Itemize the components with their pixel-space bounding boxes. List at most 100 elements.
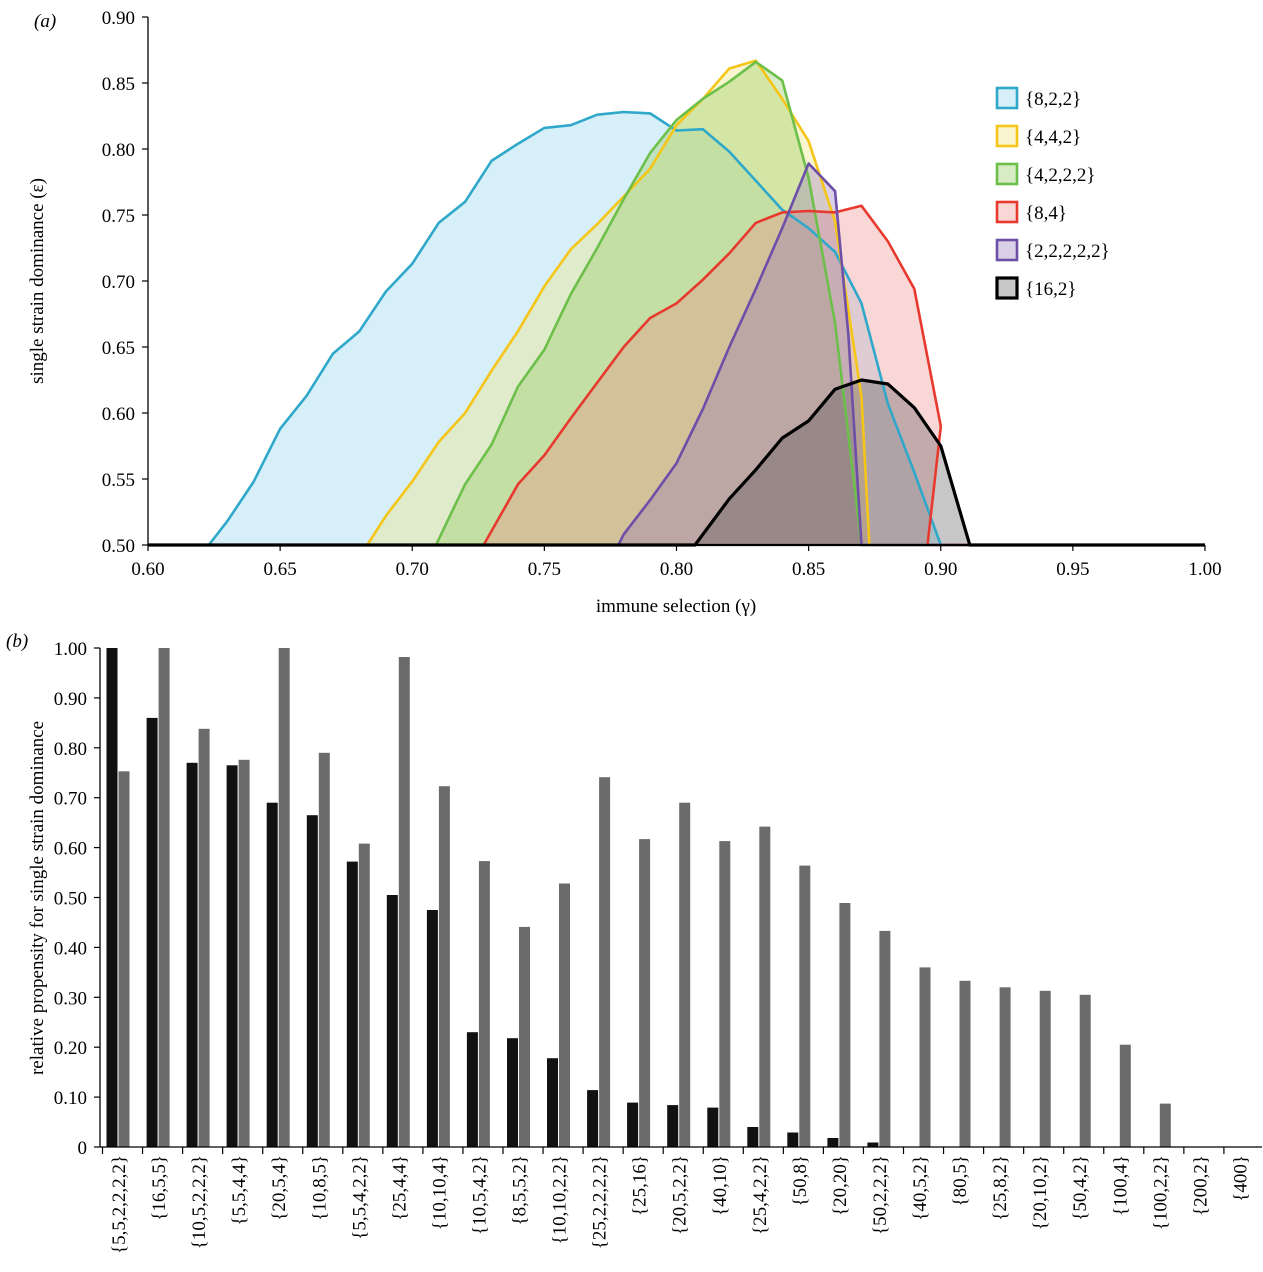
category-label-20-20: {20,20}: [830, 1155, 851, 1216]
legend-entry-2-2-2-2-2: {2,2,2,2,2}: [995, 238, 1110, 262]
bar-grey-16-5-5: [158, 648, 170, 1147]
bar-grey-80-5: [959, 980, 971, 1147]
x-tick-label: 0.80: [660, 559, 693, 580]
bar-black-25-4-4: [386, 895, 398, 1147]
y-tick-label: 0.20: [54, 1038, 87, 1059]
bar-grey-5-5-4-2-2: [358, 843, 370, 1147]
category-label-50-4-2: {50,4,2}: [1070, 1155, 1091, 1221]
y-tick-label: 0.85: [102, 74, 135, 95]
category-label-5-5-2-2-2-2: {5,5,2,2,2,2}: [109, 1155, 130, 1254]
bar-grey-25-4-4: [398, 657, 410, 1147]
series-line-2-2-2-2-2: [148, 162, 1205, 547]
bar-grey-25-16: [639, 839, 651, 1147]
panel-a-x-axis-title: immune selection (γ): [596, 596, 756, 617]
panel-b-axes: 0 0.10 0.20 0.30 0.40 0.50 0.60 0.70 0.80 0.90 1.0…: [54, 639, 1262, 1254]
series-line-8-2-2: [148, 110, 1205, 547]
bar-grey-50-4-2: [1079, 994, 1091, 1147]
bar-grey-20-5-2-2: [679, 802, 691, 1147]
bar-grey-10-10-4: [438, 786, 450, 1147]
y-tick-label: 0: [78, 1138, 88, 1159]
bar-grey-25-4-2-2: [759, 826, 771, 1147]
category-label-5-5-4-2-2: {5,5,4,2,2}: [349, 1155, 370, 1240]
bar-black-10-10-2-2: [547, 1058, 558, 1147]
panel-a-label: (a): [34, 11, 56, 32]
legend-swatch: [995, 276, 1019, 300]
bar-grey-20-5-4: [278, 648, 290, 1147]
legend-label: {2,2,2,2,2}: [1025, 241, 1110, 262]
legend-entry-4-2-2-2: {4,2,2,2}: [995, 162, 1096, 186]
x-tick-label: 0.90: [924, 559, 957, 580]
y-tick-label: 0.65: [102, 338, 135, 359]
bar-black-10-10-4: [426, 910, 438, 1147]
bar-grey-10-5-2-2-2: [198, 728, 210, 1147]
legend-label: {16,2}: [1025, 279, 1077, 300]
category-label-8-5-5-2: {8,5,5,2}: [510, 1155, 531, 1226]
x-tick-label: 0.70: [396, 559, 429, 580]
bar-grey-20-10-2: [1039, 990, 1051, 1147]
x-tick-label: 0.75: [528, 559, 561, 580]
y-tick-label: 0.40: [54, 938, 87, 959]
category-label-100-2-2: {100,2,2}: [1150, 1155, 1171, 1230]
panel-b-label: (b): [6, 631, 28, 652]
y-tick-label: 0.50: [54, 889, 87, 910]
category-label-100-4: {100,4}: [1110, 1155, 1131, 1216]
y-tick-label: 0.60: [54, 839, 87, 860]
y-tick-label: 0.70: [102, 272, 135, 293]
legend-swatch: [995, 200, 1019, 224]
panel-a-areas: [148, 59, 1205, 547]
panel-a-y-axis-title: single strain dominance (ε): [27, 178, 48, 384]
bar-black-10-5-4-2: [466, 1032, 478, 1147]
legend-label: {4,2,2,2}: [1025, 165, 1096, 186]
legend-entry-16-2: {16,2}: [995, 276, 1077, 300]
bar-grey-100-2-2: [1159, 1103, 1171, 1147]
area-fill-8-4: [148, 205, 1205, 546]
category-label-16-5-5: {16,5,5}: [149, 1155, 170, 1221]
bar-grey-50-2-2-2: [879, 930, 891, 1147]
legend-entry-8-4: {8,4}: [995, 200, 1067, 224]
category-label-40-5-2: {40,5,2}: [910, 1155, 931, 1221]
y-tick-label: 0.10: [54, 1088, 87, 1109]
legend-swatch: [995, 238, 1019, 262]
category-label-10-8-5: {10,8,5}: [309, 1155, 330, 1221]
category-label-400: {400}: [1230, 1155, 1251, 1202]
bar-grey-10-10-2-2: [559, 883, 570, 1147]
y-tick-label: 0.75: [102, 206, 135, 227]
legend-entry-4-4-2: {4,4,2}: [995, 124, 1081, 148]
bar-grey-8-5-5-2: [519, 926, 530, 1147]
bar-grey-10-8-5: [318, 752, 330, 1147]
category-label-25-2-2-2-2: {25,2,2,2,2}: [590, 1155, 611, 1249]
category-label-10-5-4-2: {10,5,4,2}: [469, 1155, 490, 1235]
bar-grey-25-8-2: [999, 987, 1011, 1147]
panel-b-bar-chart: (b) 0 0.10 0.20 0.30 0.40 0.50 0.60 0.70 0.80 0.9…: [6, 631, 1262, 1254]
category-label-200-2: {200,2}: [1190, 1155, 1211, 1216]
category-label-20-5-4: {20,5,4}: [269, 1155, 290, 1221]
series-line-4-2-2-2: [148, 60, 1205, 547]
legend-swatch: [995, 162, 1019, 186]
legend-swatch: [995, 86, 1019, 110]
bar-black-50-8: [787, 1132, 799, 1147]
category-label-25-8-2: {25,8,2}: [990, 1155, 1011, 1221]
bar-black-5-5-2-2-2-2: [106, 648, 118, 1147]
bar-black-20-20: [827, 1138, 839, 1147]
bar-black-40-10: [707, 1107, 719, 1147]
y-tick-label: 1.00: [54, 639, 87, 660]
category-label-10-5-2-2-2: {10,5,2,2,2}: [189, 1155, 210, 1249]
series-line-16-2: [148, 378, 1205, 547]
category-label-10-10-4: {10,10,4}: [429, 1155, 450, 1230]
legend-entry-8-2-2: {8,2,2}: [995, 86, 1081, 110]
bar-black-20-5-4: [266, 802, 278, 1147]
bar-black-5-5-4-4: [226, 765, 238, 1147]
bar-black-50-2-2-2: [867, 1142, 879, 1147]
area-fill-16-2: [148, 380, 1205, 545]
y-tick-label: 0.80: [102, 140, 135, 161]
panel-a-area-chart: (a) 0.50 0.55 0.60 0.65 0.70 0.75 0.80 0.85 0.90…: [27, 8, 1222, 617]
area-fill-2-2-2-2-2: [148, 163, 1205, 545]
panel-a-axes: 0.50 0.55 0.60 0.65 0.70 0.75 0.80 0.85 0.90 0.60…: [102, 8, 1222, 580]
category-label-25-16: {25,16}: [630, 1155, 651, 1216]
y-tick-label: 0.30: [54, 988, 87, 1009]
series-line-8-4: [148, 204, 1205, 547]
x-tick-label: 0.95: [1056, 559, 1089, 580]
bar-grey-20-20: [839, 903, 851, 1147]
category-label-10-10-2-2: {10,10,2,2}: [550, 1155, 571, 1245]
